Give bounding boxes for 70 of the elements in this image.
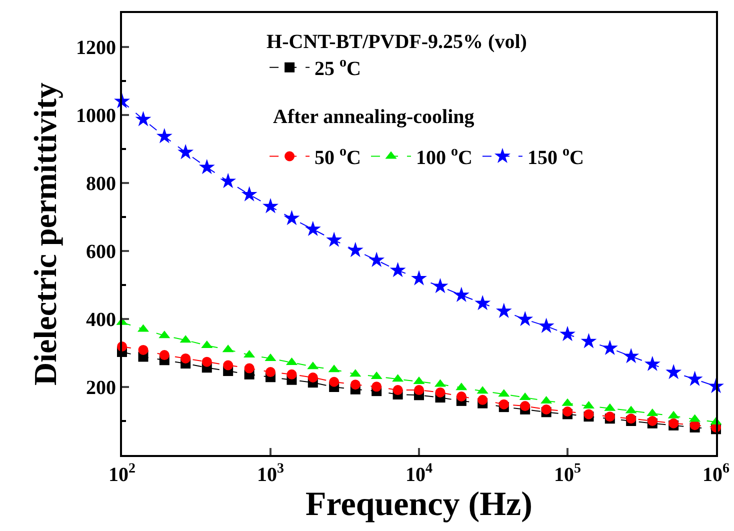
point [156, 128, 172, 144]
point [180, 353, 191, 364]
point [435, 387, 446, 398]
point [390, 262, 406, 278]
point [135, 111, 152, 126]
annotation: After annealing-cooling [273, 106, 474, 128]
point [456, 392, 466, 402]
point [562, 406, 572, 416]
y-tick-label: 1200 [76, 37, 116, 59]
point [266, 367, 276, 378]
point [623, 348, 640, 364]
y-axis-title: Dielectric permittivity [26, 82, 63, 386]
point [414, 385, 424, 396]
point [644, 356, 660, 372]
x-axis-title: Frequency (Hz) [306, 486, 532, 523]
x-tick-label: 10$^{3}$ [257, 462, 284, 486]
point [496, 302, 512, 318]
point [329, 376, 340, 387]
legend-label: 25 $^{o}$C [314, 56, 362, 80]
point [286, 369, 297, 380]
legend-label: 50 $^{o}$C [314, 144, 362, 170]
point [647, 416, 658, 426]
point [666, 364, 682, 380]
point [241, 186, 258, 202]
point [159, 350, 170, 360]
point [244, 363, 254, 374]
y-tick-label: 200 [86, 377, 116, 399]
point [626, 414, 636, 424]
point [602, 340, 618, 356]
point [326, 232, 342, 247]
point [368, 252, 385, 267]
point [453, 286, 470, 302]
point [580, 333, 597, 348]
legend-title: H-CNT-BT/PVDF-9.25% (vol) [266, 30, 527, 53]
point [347, 242, 364, 258]
y-tick-label: 800 [86, 173, 116, 195]
point [538, 318, 554, 333]
x-tick-label: 10$^{6}$ [702, 462, 730, 486]
point [498, 399, 509, 410]
point [284, 210, 300, 226]
point [560, 326, 576, 342]
legend-label: 150 $^{o}$C [527, 144, 584, 170]
x-tick-label: 10$^{4}$ [406, 462, 432, 486]
point [198, 158, 215, 174]
y-tick-label: 400 [86, 309, 116, 331]
point [478, 394, 488, 405]
point [686, 370, 703, 386]
point [220, 172, 236, 188]
y-tick-label: 600 [86, 241, 116, 263]
x-tick-label: 10$^{2}$ [108, 462, 136, 486]
point [520, 401, 530, 412]
point [474, 294, 491, 310]
legend-label: 100 $^{o}$C [416, 144, 472, 170]
point [223, 360, 234, 370]
point [541, 404, 552, 414]
point [584, 409, 594, 420]
point [262, 198, 278, 214]
point [138, 344, 148, 355]
point [304, 220, 321, 236]
x-tick-label: 10$^{5}$ [554, 462, 581, 486]
point [372, 382, 382, 392]
point [517, 310, 534, 326]
point [411, 270, 427, 286]
point [392, 385, 403, 396]
point [432, 278, 448, 294]
point [308, 372, 318, 382]
y-tick-label: 1000 [76, 105, 116, 127]
point [350, 380, 360, 390]
point [202, 356, 212, 367]
point [178, 144, 194, 160]
